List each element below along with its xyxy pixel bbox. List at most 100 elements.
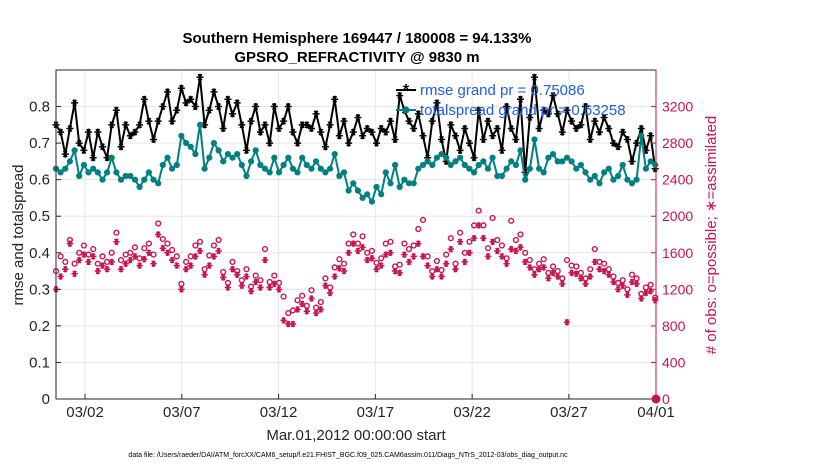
series-obs-possible-point-10	[99, 253, 106, 260]
series-rmse-point-67	[363, 124, 371, 132]
series-rmse-point-36	[219, 124, 227, 132]
series-rmse-point-54	[303, 121, 311, 129]
series-rmse-point-71	[382, 128, 390, 136]
series-rmse-point-104	[535, 124, 543, 132]
series-rmse-point-16	[126, 132, 134, 140]
series-obs-assimilated-point-83	[438, 273, 445, 280]
series-rmse-point-88	[461, 124, 469, 132]
series-spread-point-115	[587, 176, 594, 183]
series-obs-assimilated-point-57	[317, 306, 324, 313]
series-obs-assimilated-point-81	[429, 273, 436, 280]
series-rmse-point-48	[275, 124, 283, 132]
x-tick-label-2: 03/12	[260, 404, 298, 421]
x-axis-label: Mar.01,2012 00:00:00 start	[266, 427, 446, 444]
series-obs-assimilated-point-91	[475, 222, 482, 229]
series-rmse-point-98	[507, 124, 515, 132]
series-rmse-point-28	[182, 99, 190, 107]
series-spread-point-62	[340, 169, 348, 176]
series-obs-assimilated-point-117	[596, 266, 603, 273]
series-rmse-point-8	[89, 154, 97, 162]
y-right-tick-label-1: 400	[662, 354, 686, 370]
series-obs-assimilated-point-113	[577, 275, 585, 282]
series-obs-possible-point-33	[206, 252, 213, 259]
series-obs-possible-point-22	[155, 220, 162, 227]
series-obs-assimilated-point-87	[456, 238, 464, 246]
series-obs-possible-point-34	[210, 242, 218, 249]
series-obs-assimilated-point-115	[586, 273, 594, 280]
series-obs-assimilated-point-62	[340, 267, 348, 275]
series-obs-possible-point-122	[619, 277, 626, 284]
series-spread-point-51	[289, 165, 296, 172]
series-rmse-point-108	[554, 110, 562, 118]
series-obs-possible-point-35	[215, 236, 222, 244]
series-rmse-point-78	[414, 110, 422, 118]
series-obs-assimilated-point-52	[294, 306, 301, 313]
series-spread-point-73	[392, 161, 399, 169]
series-rmse-point-39	[233, 99, 241, 107]
series-rmse-point-120	[609, 139, 617, 147]
series-obs-possible-point-8	[90, 246, 97, 253]
series-obs-possible-point-72	[387, 238, 394, 245]
series-rmse-point-77	[410, 124, 418, 132]
legend-rmse-marker: *	[403, 82, 410, 99]
series-obs-possible-point-49	[280, 293, 287, 300]
series-obs-possible-point-115	[587, 266, 594, 273]
series-rmse-point-35	[215, 103, 223, 111]
series-spread-point-103	[531, 136, 538, 143]
series-spread-point-106	[545, 154, 552, 161]
series-rmse-point-70	[377, 124, 385, 132]
series-spread-point-10	[99, 176, 106, 183]
series-rmse-point-103	[530, 73, 538, 81]
x-tick-label-0: 03/02	[66, 404, 104, 421]
series-spread-point-42	[248, 158, 255, 165]
series-rmse-point-100	[517, 95, 525, 103]
series-obs-possible-point-79	[419, 216, 427, 224]
series-spread-point-29	[187, 143, 194, 150]
series-obs-possible-point-61	[336, 256, 343, 263]
series-obs-possible-point-5	[76, 249, 83, 256]
series-rmse-point-30	[191, 103, 199, 111]
series-spread-point-22	[155, 180, 162, 187]
series-spread-point-88	[461, 161, 468, 169]
series-spread-point-127	[642, 165, 650, 172]
series-spread-point-98	[508, 158, 515, 165]
series-obs-possible-point-17	[131, 244, 139, 251]
series-rmse-point-40	[238, 121, 246, 129]
series-rmse-point-49	[280, 117, 288, 125]
legend-rmse-label: rmse grand pr = 0.75086	[420, 82, 585, 99]
y-right-tick-label-5: 2000	[662, 208, 693, 224]
y-right-tick-label-7: 2800	[662, 135, 693, 151]
series-spread-point-79	[419, 161, 427, 169]
series-obs-assimilated-point-69	[373, 266, 380, 273]
series-obs-assimilated-point-124	[628, 278, 636, 286]
series-spread-point-105	[540, 169, 547, 176]
series-obs-assimilated-point-48	[275, 286, 283, 293]
y-right-tick-label-2: 800	[662, 318, 686, 334]
series-spread-point-45	[261, 165, 269, 172]
series-obs-assimilated-point-65	[354, 247, 362, 255]
series-spread-point-72	[387, 180, 394, 187]
series-spread-point-44	[257, 161, 264, 169]
series-rmse-point-66	[359, 132, 367, 140]
series-obs-possible-point-58	[322, 275, 329, 282]
series-obs-assimilated-point-125	[633, 280, 640, 288]
series-rmse-point-45	[261, 121, 269, 129]
series-obs-assimilated-point-47	[271, 280, 278, 288]
series-rmse-point-34	[210, 88, 218, 96]
series-obs-assimilated-point-121	[614, 286, 622, 293]
series-spread-point-87	[457, 154, 464, 161]
series-obs-assimilated-point-3	[66, 240, 74, 247]
series-rmse-point-80	[424, 154, 432, 162]
series-obs-possible-point-18	[136, 255, 143, 262]
chart-title-line1: Southern Hemisphere 169447 / 180008 = 94…	[183, 30, 532, 47]
series-spread-point-78	[415, 165, 422, 172]
series-obs-assimilated-point-77	[410, 253, 417, 260]
series-obs-assimilated-point-41	[243, 273, 250, 280]
series-spread-point-94	[489, 154, 496, 161]
series-obs-possible-point-51	[289, 307, 297, 314]
series-obs-assimilated-point-63	[345, 249, 352, 256]
series-obs-assimilated-point-82	[433, 266, 441, 273]
series-obs-assimilated-point-123	[624, 291, 631, 299]
series-obs-possible-point-52	[294, 297, 301, 304]
legend-spread-label: totalspread grand pr = 0.63258	[420, 102, 626, 119]
